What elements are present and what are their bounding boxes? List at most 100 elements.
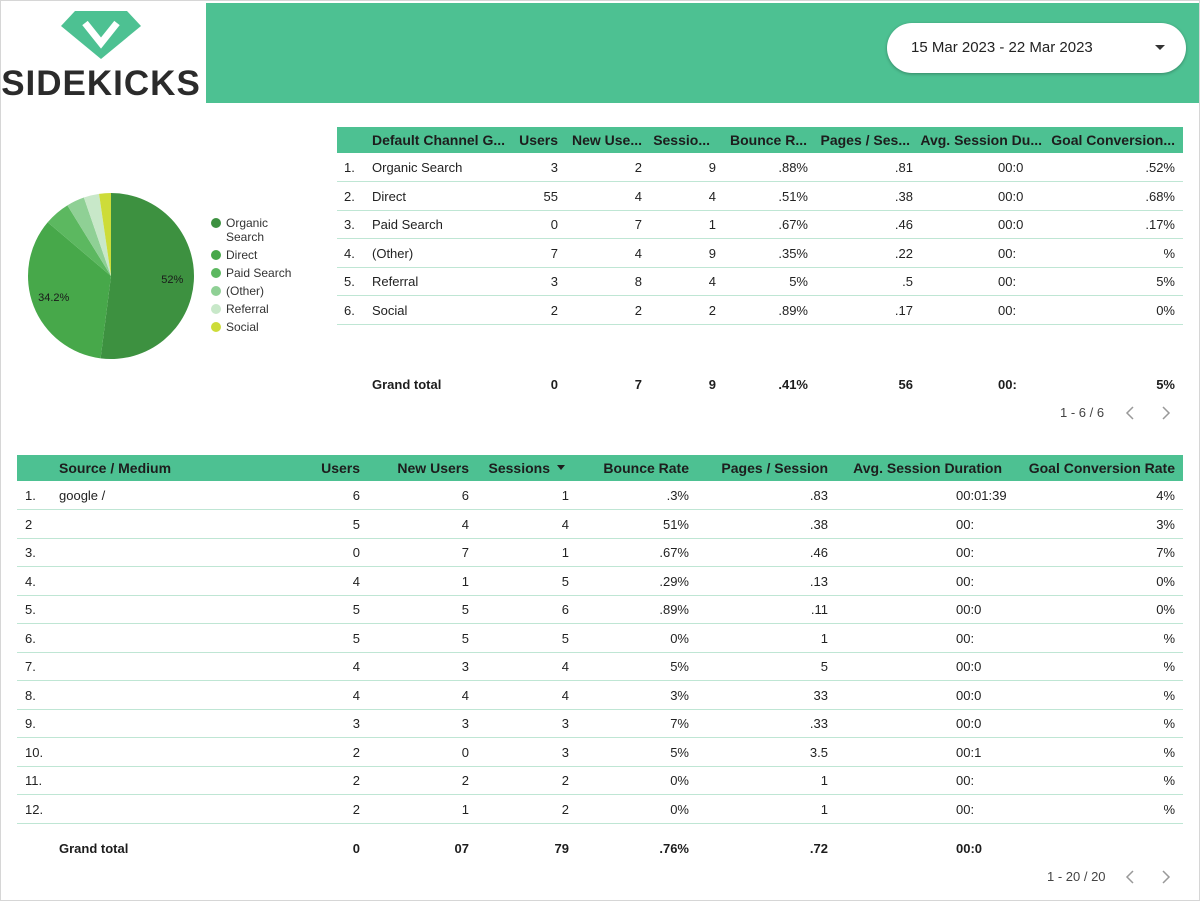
legend-item: Organic Search — [211, 216, 301, 244]
grand-total-cell: 79 — [554, 841, 569, 856]
cell: 00: — [956, 630, 975, 646]
cell: 00: — [956, 516, 975, 532]
prev-page[interactable] — [1125, 870, 1135, 884]
cell: 00:0 — [998, 188, 1024, 204]
row-label: google / — [59, 488, 106, 503]
row-index: 11. — [25, 773, 43, 788]
row-index: 3. — [25, 545, 36, 560]
column-header: Avg. Session Duration — [853, 460, 1002, 476]
cell: 3 — [352, 716, 360, 731]
cell: 0 — [352, 545, 360, 560]
cell: % — [1163, 245, 1175, 261]
cell: 00:0 — [956, 687, 982, 703]
cell: % — [1163, 773, 1175, 788]
sort-arrow[interactable] — [557, 465, 565, 471]
grand-total-cell: 0 — [352, 841, 360, 856]
column-header: Pages / Session — [721, 460, 828, 476]
legend: Organic Search Direct Paid Search (Other) Re… — [211, 216, 301, 338]
cell: 3 — [561, 716, 569, 731]
cell: .35% — [778, 245, 808, 261]
row-index: 10. — [25, 744, 44, 760]
column-header: Pages / Ses... — [820, 132, 911, 148]
cell: 4 — [561, 516, 569, 532]
row-index: 1. — [344, 160, 355, 175]
next-page[interactable] — [1161, 870, 1171, 884]
dropdown-arrow — [1155, 45, 1165, 50]
cell: 1 — [708, 217, 716, 232]
column-header: Bounce R... — [729, 132, 807, 148]
cell: 4 — [461, 516, 469, 532]
cell: 0% — [1156, 302, 1175, 318]
row-divider — [17, 537, 1183, 539]
cell: 6 — [352, 488, 360, 503]
cell: 55 — [543, 188, 558, 204]
cell: % — [1163, 630, 1175, 646]
cell: 00: — [956, 545, 975, 560]
cell: % — [1163, 659, 1175, 674]
prev-page[interactable] — [1125, 406, 1135, 420]
table-header-band — [337, 127, 1183, 153]
cell: 00:0 — [998, 160, 1024, 175]
column-header: Goal Conversion Rate — [1028, 460, 1175, 476]
cell: .81 — [894, 160, 913, 175]
legend-dot — [211, 250, 221, 260]
cell: 51% — [662, 516, 689, 532]
pie-chart: 52% 34.2% — [27, 193, 194, 359]
cell: 4 — [461, 687, 469, 703]
cell: 1 — [820, 773, 828, 788]
column-header: Users — [321, 460, 360, 476]
legend-item: Referral — [211, 302, 301, 316]
grand-total-label: Grand total — [59, 841, 129, 856]
row-divider — [17, 765, 1183, 767]
cell: 5 — [461, 602, 469, 617]
cell: 1 — [820, 630, 828, 646]
cell: .17 — [894, 302, 913, 318]
cell: 00: — [956, 801, 975, 817]
grand-total-cell: 07 — [454, 841, 469, 856]
next-page[interactable] — [1161, 406, 1171, 420]
legend-label: Referral — [226, 302, 269, 316]
column-header: Default Channel G... — [372, 132, 506, 148]
cell: % — [1163, 801, 1175, 817]
column-header: Users — [519, 132, 558, 148]
cell: 2 — [634, 160, 642, 175]
cell: 0 — [550, 217, 558, 232]
cell: 00:1 — [956, 744, 982, 760]
legend-label: Paid Search — [226, 266, 292, 280]
cell: 7 — [550, 245, 558, 261]
cell: .17% — [1145, 217, 1175, 232]
row-divider — [17, 651, 1183, 653]
cell: .89% — [778, 302, 808, 318]
cell: 4 — [708, 274, 716, 289]
legend-item: Paid Search — [211, 266, 301, 280]
legend-label: Direct — [226, 248, 258, 262]
cell: 1 — [561, 488, 569, 503]
row-divider — [17, 594, 1183, 596]
cell: 1 — [820, 801, 828, 817]
cell: 2 — [352, 801, 360, 817]
row-divider — [17, 822, 1183, 824]
cell: 2 — [461, 773, 469, 788]
row-index: 9. — [25, 716, 36, 731]
cell: 00: — [956, 773, 975, 788]
legend-item: Direct — [211, 248, 301, 262]
column-header: Sessio... — [653, 132, 710, 148]
cell: 0% — [670, 630, 689, 646]
pagination: 1 - 6 / 6 — [1060, 405, 1105, 420]
cell: 3% — [670, 687, 689, 703]
cell: .89% — [659, 602, 689, 617]
cell: 6 — [461, 488, 469, 503]
row-index: 4. — [25, 573, 36, 589]
cell: 0% — [1156, 602, 1175, 617]
column-header: New Users — [397, 460, 469, 476]
row-label: Social — [372, 302, 408, 318]
cell: 7% — [670, 716, 689, 731]
cell: 4 — [561, 687, 569, 703]
cell: 5 — [561, 573, 569, 589]
pie-slice — [47, 205, 111, 276]
cell: 3 — [461, 716, 469, 731]
row-label: Paid Search — [372, 217, 443, 232]
legend-dot — [211, 322, 221, 332]
date-picker[interactable]: 15 Mar 2023 - 22 Mar 2023 — [887, 23, 1186, 73]
cell: 2 — [634, 302, 642, 318]
